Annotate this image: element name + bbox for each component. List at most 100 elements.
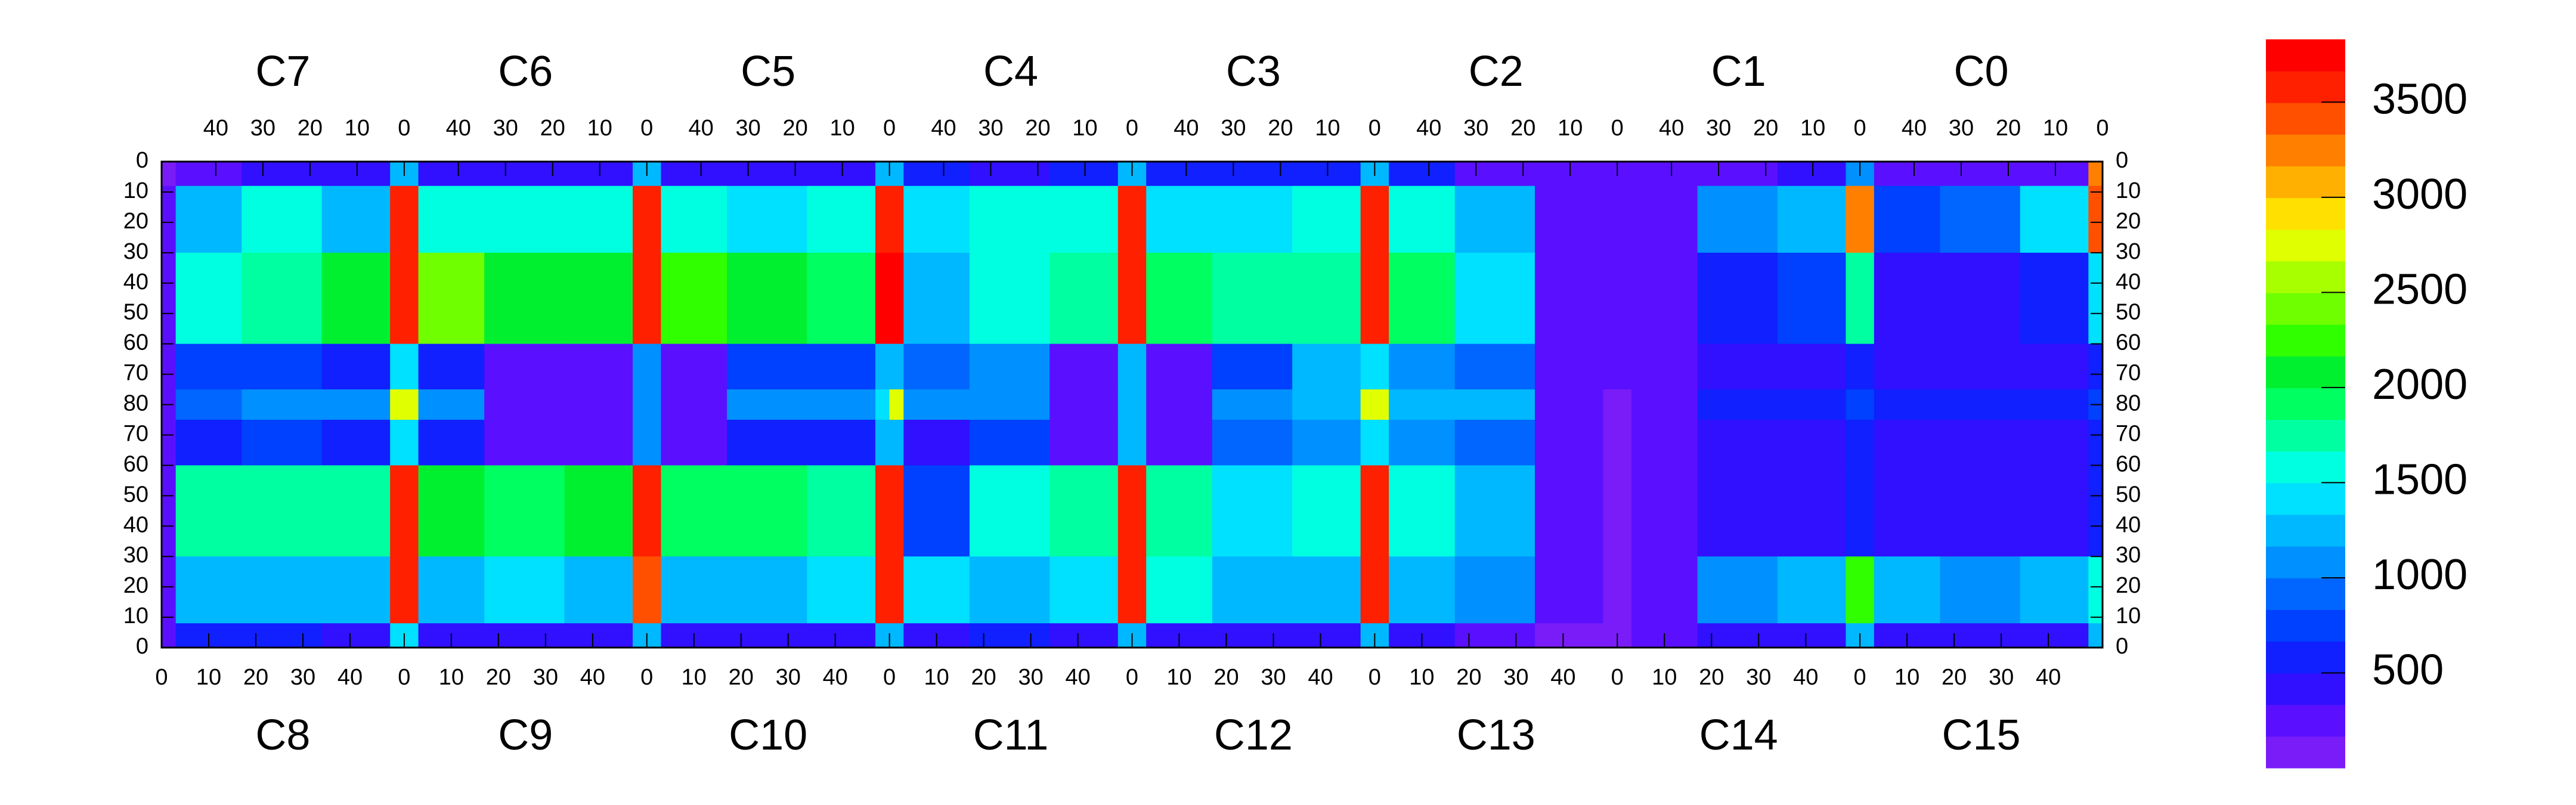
heat-cell	[727, 419, 807, 466]
heat-cell	[1360, 556, 1375, 624]
heat-cell	[875, 252, 890, 345]
heat-cell	[1292, 389, 1361, 420]
heat-cell	[1697, 185, 1778, 253]
colorbar-band	[2266, 578, 2345, 610]
x-tick-label: 10	[1166, 665, 1191, 690]
heat-cell	[1940, 623, 2021, 648]
heat-cell	[1049, 623, 1119, 648]
y-tick-label: 70	[123, 361, 148, 386]
chip-label: C11	[973, 711, 1049, 759]
heat-cell	[2020, 419, 2089, 466]
y-tick-label-right: 30	[2116, 239, 2141, 264]
heat-cell	[969, 252, 1050, 345]
x-tick-label-top: 0	[398, 116, 410, 141]
heat-cell	[646, 419, 661, 466]
heat-cell	[1534, 343, 1604, 390]
colorbar-band	[2266, 673, 2345, 705]
heat-cell	[661, 185, 727, 253]
heat-cell	[1292, 343, 1361, 390]
heat-cell	[175, 389, 242, 420]
heat-cell	[1389, 389, 1456, 420]
heat-cell	[2020, 185, 2089, 253]
heat-cell	[1374, 343, 1389, 390]
heat-cell	[404, 623, 419, 648]
colorbar-tick-label: 1000	[2372, 551, 2467, 599]
heat-cell	[2088, 343, 2103, 390]
x-tick-label: 30	[290, 665, 315, 690]
heat-cell	[1117, 389, 1132, 420]
x-tick-label: 0	[1368, 665, 1381, 690]
heat-cell	[727, 556, 807, 624]
heat-cell	[646, 185, 661, 253]
heat-cell	[1049, 389, 1119, 420]
heat-cell	[1132, 465, 1147, 557]
heat-cell	[1389, 343, 1456, 390]
heat-cell	[1860, 252, 1875, 345]
chip-label: C5	[741, 48, 795, 95]
heat-cell	[1617, 623, 1632, 648]
heat-cell	[1860, 162, 1875, 187]
heat-cell	[1454, 623, 1535, 648]
colorbar-band	[2266, 103, 2345, 135]
x-tick-label-top: 0	[1368, 116, 1381, 141]
heat-cell	[418, 419, 485, 466]
heat-cell	[1360, 389, 1375, 420]
heat-cell	[1117, 185, 1132, 253]
heat-cell	[1374, 465, 1389, 557]
heat-cell	[1940, 556, 2021, 624]
y-tick-label-right: 70	[2116, 421, 2141, 446]
heat-cell	[162, 465, 177, 557]
heat-cell	[175, 343, 242, 390]
x-tick-label-top: 10	[1315, 116, 1340, 141]
y-tick-label-right: 60	[2116, 330, 2141, 355]
heat-cell	[1617, 185, 1632, 253]
heat-cell	[484, 465, 565, 557]
heat-cell	[1846, 252, 1860, 345]
heat-cell	[564, 419, 633, 466]
heat-cell	[390, 162, 405, 187]
heat-cell	[1389, 162, 1456, 187]
heat-cell	[484, 556, 565, 624]
heat-cell	[1603, 252, 1618, 345]
y-tick-label: 30	[123, 239, 148, 264]
heat-cell	[1860, 623, 1875, 648]
heat-cell	[242, 185, 323, 253]
colorbar-tick-label: 3000	[2372, 171, 2467, 218]
chip-label: C14	[1699, 711, 1778, 759]
heat-cell	[242, 252, 323, 345]
x-tick-label: 40	[580, 665, 605, 690]
heat-cell	[889, 419, 904, 466]
colorbar-band	[2266, 39, 2345, 72]
heat-cell	[321, 343, 391, 390]
heat-cell	[1617, 556, 1632, 624]
heat-cell	[1374, 252, 1389, 345]
heat-cell	[1777, 419, 1846, 466]
heat-cell	[2088, 623, 2103, 648]
heat-cell	[2088, 252, 2103, 345]
x-tick-label-top: 20	[1996, 116, 2021, 141]
heat-cell	[175, 252, 242, 345]
heat-cell	[1697, 556, 1778, 624]
y-tick-label-right: 70	[2116, 361, 2141, 386]
heat-cell	[1049, 556, 1119, 624]
heat-cell	[1374, 389, 1389, 420]
y-tick-label-right: 20	[2116, 573, 2141, 598]
heat-cell	[242, 465, 323, 557]
heat-cell	[1117, 556, 1132, 624]
colorbar-band	[2266, 229, 2345, 262]
x-tick-label-top: 0	[1854, 116, 1866, 141]
heat-cell	[875, 419, 890, 466]
y-tick-label: 10	[123, 603, 148, 628]
heat-cell	[242, 556, 323, 624]
heat-cell	[1697, 389, 1778, 420]
heat-cell	[1777, 185, 1846, 253]
heat-cell	[1860, 343, 1875, 390]
heat-cell	[418, 465, 485, 557]
y-tick-label: 0	[136, 634, 148, 659]
x-tick-label-top: 30	[1706, 116, 1731, 141]
colorbar-tick-label: 2500	[2372, 265, 2467, 313]
heat-cell	[633, 343, 648, 390]
heat-cell	[242, 419, 323, 466]
heat-cell	[1940, 419, 2021, 466]
heat-cell	[1603, 556, 1618, 624]
